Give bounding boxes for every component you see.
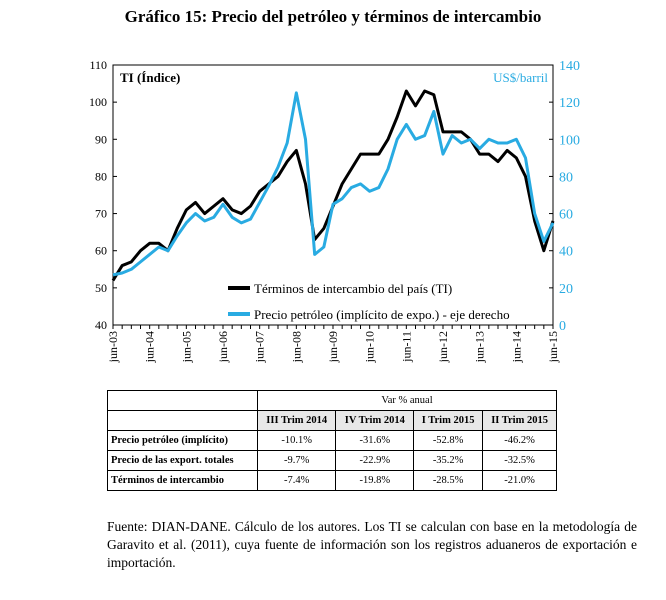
y-axis-label: TI (Índice) [120,70,180,85]
series-line [112,91,555,277]
y2-tick-label: 60 [559,208,573,223]
y-tick-label: 50 [95,281,107,295]
y-tick-label: 90 [95,132,107,146]
table-row: Precio petróleo (implícito) -10.1% -31.6% -… [107,430,557,451]
table-cell: -28.5% [413,470,484,491]
chart: Gráfico 15: Precio del petróleo y términ… [89,7,580,363]
y2-tick-label: 40 [559,245,573,260]
table-cell [107,410,258,431]
legend-label: Precio petróleo (implícito de expo.) - e… [254,307,510,322]
x-tick-label: jun-12 [436,331,450,363]
table-row: III Trim 2014 IV Trim 2014 I Trim 2015 II T… [107,410,557,431]
y-tick-label: 60 [95,244,107,258]
y-tick-label: 80 [95,169,107,183]
table-header: II Trim 2015 [482,410,557,431]
x-tick-label: jun-15 [546,331,560,363]
legend-label: Términos de intercambio del país (TI) [254,281,452,296]
table-cell: -22.9% [335,450,415,471]
title-box: Gráfico 15: Precio del petróleo y términ… [124,7,542,26]
table-cell: -7.4% [256,470,337,491]
y-tick-label: 110 [89,58,107,72]
y2-tick-label: 80 [559,170,573,185]
table-cell: -9.7% [256,450,337,471]
x-tick-label: jun-11 [399,331,413,363]
x-tick-label: jun-05 [179,331,193,363]
table-cell: -35.2% [413,450,484,471]
table-caption: Var % anual [256,390,558,411]
table-header: I Trim 2015 [413,410,484,431]
table-header: IV Trim 2014 [335,410,415,431]
table-header: III Trim 2014 [256,410,337,431]
x-tick-label: jun-10 [363,331,377,363]
table-cell [107,390,258,411]
y2-axis-label: US$/barril [493,70,548,85]
y-tick-label: 70 [95,207,107,221]
table-cell: -32.5% [482,450,557,471]
table-row: Precio de las export. totales -9.7% -22.9%… [107,450,557,471]
table-cell: -10.1% [256,430,337,451]
table-row: Var % anual [107,390,558,411]
table-cell: Precio petróleo (implícito) [107,430,258,451]
table-cell: -46.2% [482,430,557,451]
series-line [111,89,555,282]
chart-title: Gráfico 15: Precio del petróleo y términ… [124,7,542,26]
x-tick-label: jun-07 [253,331,267,363]
table-cell: -31.6% [335,430,415,451]
table-row: Términos de intercambio -7.4% -19.8% -28.5%… [107,470,557,491]
table-cell: -19.8% [335,470,415,491]
table: Var % anual III Trim 2014 IV Trim 2014 I Tr… [107,390,558,491]
table-cell: Precio de las export. totales [107,450,258,471]
x-tick-label: jun-06 [216,331,230,363]
source-note: Fuente: DIAN-DANE. Cálculo de los autore… [107,519,637,570]
table-cell: -52.8% [413,430,484,451]
x-tick-label: jun-04 [143,331,157,363]
x-tick-label: jun-09 [326,331,340,363]
y2-tick-label: 120 [559,96,580,111]
x-tick-label: jun-03 [106,331,120,363]
y-tick-label: 40 [95,318,107,332]
y2-tick-label: 140 [559,59,580,74]
y2-tick-label: 0 [559,319,566,334]
y2-tick-label: 100 [559,133,580,148]
table-cell: Términos de intercambio [107,470,258,491]
y-tick-label: 100 [89,95,107,109]
x-tick-label: jun-13 [473,331,487,363]
y2-tick-label: 20 [559,282,573,297]
x-tick-label: jun-14 [509,331,523,363]
table-cell: -21.0% [482,470,557,491]
x-tick-label: jun-08 [289,331,303,363]
